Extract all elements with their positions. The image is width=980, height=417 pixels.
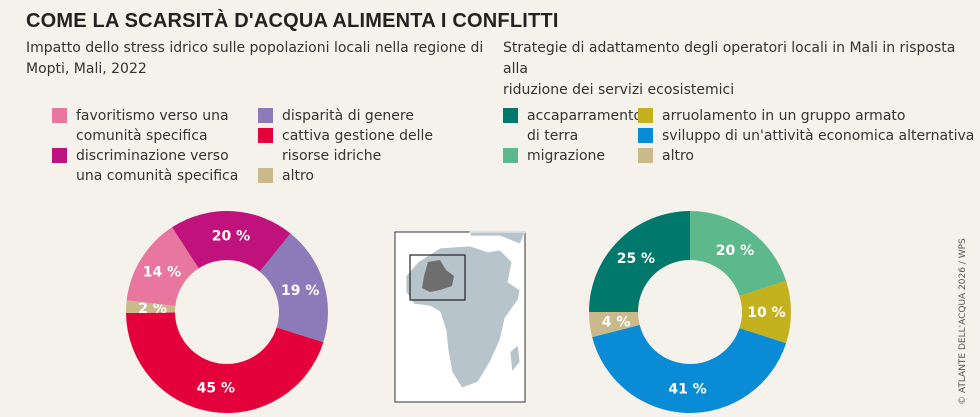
legend-label: disparità di genere xyxy=(282,108,414,124)
legend-item: altro xyxy=(258,166,314,186)
credit: © ATLANTE DELL'ACQUA 2026 / WPS xyxy=(958,238,968,405)
donut-slice xyxy=(589,211,690,312)
legend-label: cattiva gestione delle xyxy=(282,128,434,144)
legend-swatch xyxy=(638,108,653,123)
legend-swatch xyxy=(638,148,653,163)
donut-slice xyxy=(259,233,328,343)
slice-label: 2 % xyxy=(138,301,167,317)
slice-label: 25 % xyxy=(617,251,655,267)
legend-item: arruolamento in un gruppo armato xyxy=(638,106,905,126)
chart-title: COME LA SCARSITÀ D'ACQUA ALIMENTA I CONF… xyxy=(26,10,559,32)
legend-label: discriminazione verso xyxy=(76,148,229,164)
slice-label: 41 % xyxy=(668,381,706,397)
slice-label: 20 % xyxy=(212,229,250,245)
legend-label: di terra xyxy=(527,128,579,144)
slice-label: 19 % xyxy=(281,283,319,299)
legend-item: discriminazione verso una comunità specif… xyxy=(52,146,238,186)
legend-label: una comunità specifica xyxy=(76,168,239,184)
legend-label: comunità specifica xyxy=(76,128,208,144)
legend-label: sviluppo di un'attività economica altern… xyxy=(662,128,975,144)
legend-item: accaparramento di terra xyxy=(503,106,642,146)
donut-slice xyxy=(126,312,324,413)
slice-label: 45 % xyxy=(197,381,235,397)
left-subtitle-line: Mopti, Mali, 2022 xyxy=(26,61,147,77)
donut-slice xyxy=(126,227,199,307)
right-subtitle-line: Strategie di adattamento degli operatori… xyxy=(503,40,956,77)
right-subtitle: Strategie di adattamento degli operatori… xyxy=(503,38,980,101)
legend-swatch xyxy=(258,108,273,123)
mali-highlight xyxy=(422,260,454,292)
legend-item: migrazione xyxy=(503,146,605,166)
legend-label: risorse idriche xyxy=(282,148,382,164)
legend-item: sviluppo di un'attività economica altern… xyxy=(638,126,974,146)
region-box xyxy=(409,254,466,301)
left-subtitle-line: Impatto dello stress idrico sulle popola… xyxy=(26,40,484,56)
legend-label: altro xyxy=(662,148,694,164)
legend-label: favoritismo verso una xyxy=(76,108,229,124)
legend-swatch xyxy=(503,108,518,123)
donut-slice xyxy=(592,324,787,413)
legend-swatch xyxy=(503,148,518,163)
donut-slice xyxy=(589,312,640,338)
left-subtitle: Impatto dello stress idrico sulle popola… xyxy=(26,38,483,80)
donut-slice xyxy=(690,211,787,296)
legend-swatch xyxy=(258,128,273,143)
legend-swatch xyxy=(258,168,273,183)
legend-swatch xyxy=(638,128,653,143)
slice-label: 10 % xyxy=(747,305,785,321)
donut-slice xyxy=(171,211,291,272)
legend-label: accaparramento xyxy=(527,108,643,124)
slice-label: 4 % xyxy=(602,314,631,330)
legend-label: migrazione xyxy=(527,148,606,164)
legend-item: favoritismo verso una comunità specifica xyxy=(52,106,229,146)
legend-swatch xyxy=(52,108,67,123)
donut-slice xyxy=(126,300,176,314)
slice-label: 14 % xyxy=(143,265,181,281)
legend-label: arruolamento in un gruppo armato xyxy=(662,108,906,124)
legend-item: cattiva gestione delle risorse idriche xyxy=(258,126,433,166)
legend-item: disparità di genere xyxy=(258,106,414,126)
legend-item: altro xyxy=(638,146,694,166)
slice-label: 20 % xyxy=(716,243,754,259)
donut-slice xyxy=(739,280,791,344)
legend-label: altro xyxy=(282,168,314,184)
legend-swatch xyxy=(52,148,67,163)
right-subtitle-line: riduzione dei servizi ecosistemici xyxy=(503,82,735,98)
